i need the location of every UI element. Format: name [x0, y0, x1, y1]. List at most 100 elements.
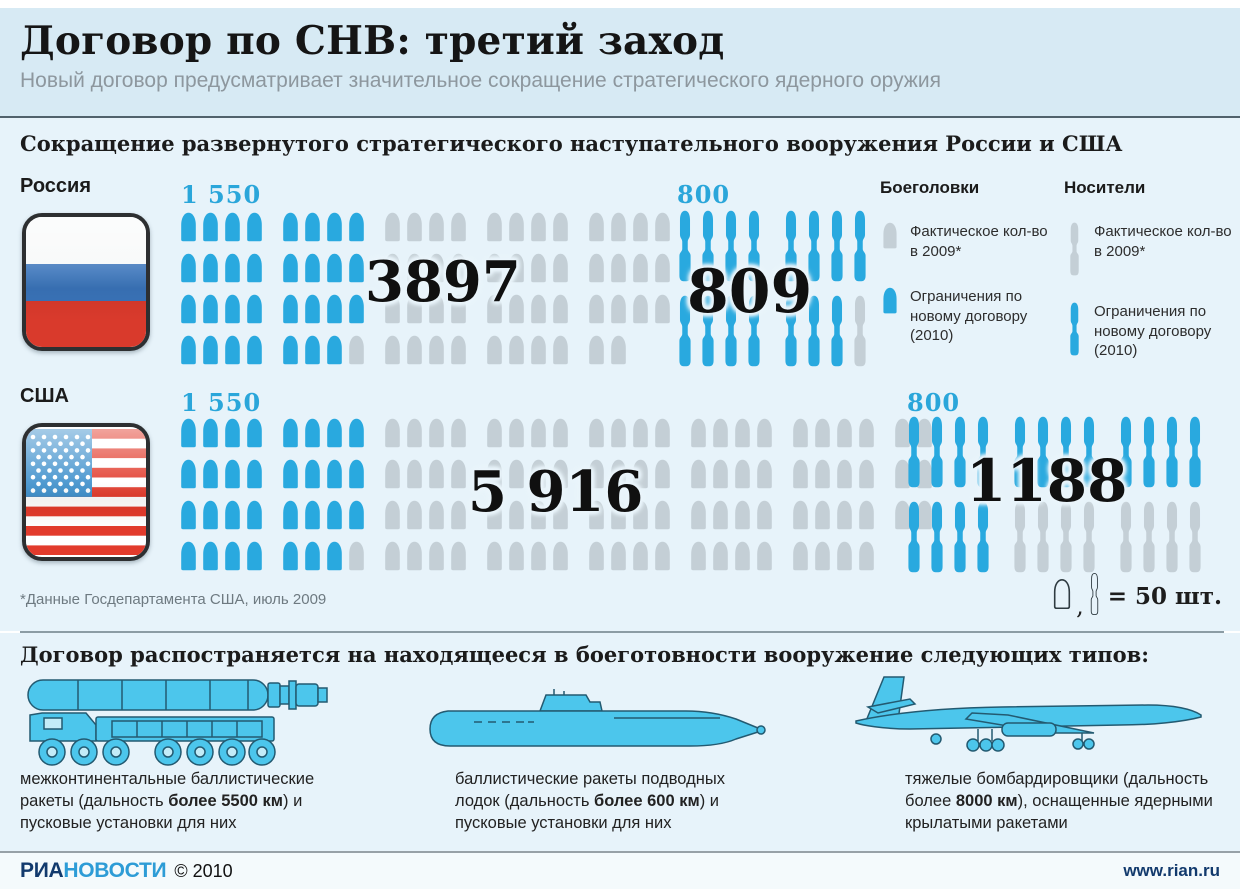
warhead-icon: [407, 335, 422, 365]
pictogram-row: [180, 418, 933, 448]
missile-icon: [1143, 416, 1155, 488]
warhead-icon: [385, 459, 400, 489]
warhead-icon: [883, 222, 897, 249]
caption-icbm: межконтинентальные баллистические ракеты…: [20, 770, 315, 832]
weapon-types-section: Договор распостраняется на находящееся в…: [0, 633, 1240, 851]
legend-carriers-column: Носители Фактическое кол-во в 2009* Огра…: [1064, 178, 1236, 361]
pictogram-row: [180, 335, 671, 365]
pictogram-row: [677, 295, 868, 367]
warhead-icon: [655, 418, 670, 448]
warhead-icon: [487, 212, 502, 242]
warhead-icon: [429, 459, 444, 489]
warhead-icon: [655, 212, 670, 242]
warhead-icon: [509, 459, 524, 489]
warhead-icon: [509, 212, 524, 242]
pictogram-row: [180, 253, 671, 283]
scale-note-comma: ,: [1076, 592, 1084, 620]
missile-icon: [808, 295, 820, 367]
warhead-icon: [327, 335, 342, 365]
missile-icon: [748, 295, 760, 367]
warhead-icon: [895, 418, 910, 448]
warhead-icon: [385, 212, 400, 242]
warhead-icon: [655, 459, 670, 489]
warhead-icon: [655, 253, 670, 283]
usa-carriers-actual-value: 1188: [966, 447, 1128, 515]
warhead-icon: [203, 418, 218, 448]
missile-icon: [725, 295, 737, 367]
missile-icon: [931, 416, 943, 488]
warhead-icon: [655, 294, 670, 324]
warhead-icon: [611, 541, 626, 571]
warhead-icon: [181, 335, 196, 365]
missile-icon: [1064, 222, 1084, 276]
warhead-icon: [589, 335, 604, 365]
warhead-icon: [407, 500, 422, 530]
caption-slbm: баллистические ракеты подводных лодок (д…: [455, 770, 725, 832]
warhead-icon: [283, 335, 298, 365]
missile-icon: [1083, 501, 1095, 573]
warhead-icon: [181, 541, 196, 571]
warhead-icon: [487, 541, 502, 571]
icon-scale-note: , = 50 шт.: [1053, 572, 1222, 620]
warhead-icon: [305, 418, 320, 448]
warhead-icon: [793, 459, 808, 489]
warhead-icon: [203, 253, 218, 283]
warhead-icon: [815, 500, 830, 530]
missile-icon: [1189, 501, 1201, 573]
warhead-icon: [225, 253, 240, 283]
missile-icon: [831, 210, 843, 282]
missile-icon: [977, 416, 989, 488]
warhead-icon: [611, 253, 626, 283]
missile-icon: [702, 295, 714, 367]
warhead-icon: [691, 541, 706, 571]
warhead-icon: [247, 418, 262, 448]
warhead-icon: [429, 212, 444, 242]
warhead-icon: [735, 500, 750, 530]
warhead-icon: [611, 212, 626, 242]
reduction-chart-section: Сокращение развернутого стратегического …: [0, 118, 1240, 631]
warhead-icon: [793, 418, 808, 448]
warhead-icon: [247, 294, 262, 324]
warhead-icon: [837, 459, 852, 489]
warhead-icon: [553, 335, 568, 365]
warhead-icon: [713, 418, 728, 448]
missile-icon: [954, 501, 966, 573]
warhead-icon: [757, 541, 772, 571]
warhead-icon: [305, 294, 320, 324]
warhead-icon: [429, 335, 444, 365]
warhead-icon: [407, 459, 422, 489]
heavy-bomber-icon: [852, 673, 1204, 759]
warhead-icon: [531, 294, 546, 324]
warhead-icon: [917, 418, 932, 448]
warhead-icon: [429, 418, 444, 448]
country-label-usa: США: [20, 385, 69, 407]
warhead-icon: [407, 212, 422, 242]
warhead-icon: [735, 541, 750, 571]
missile-icon: [748, 210, 760, 282]
website-link[interactable]: www.rian.ru: [1123, 861, 1220, 880]
russia-flag: [22, 213, 150, 351]
warhead-icon: [509, 541, 524, 571]
missile-icon: [854, 295, 866, 367]
warhead-icon: [487, 294, 502, 324]
warhead-icon: [880, 222, 900, 249]
warhead-icon: [327, 459, 342, 489]
missile-icon: [1014, 501, 1026, 573]
warhead-icon: [531, 459, 546, 489]
russia-warheads-pictogram: 3897: [180, 212, 671, 365]
warhead-icon: [611, 418, 626, 448]
warhead-icon: [531, 253, 546, 283]
warhead-icon: [1053, 578, 1071, 610]
legend-warheads-actual-label: Фактическое кол-во в 2009*: [910, 223, 1048, 260]
warhead-icon: [327, 541, 342, 571]
warhead-icon: [283, 418, 298, 448]
missile-icon: [679, 295, 691, 367]
missile-outline-icon: [1089, 572, 1100, 620]
missile-icon: [854, 210, 866, 282]
warhead-icon: [203, 294, 218, 324]
warhead-icon: [611, 335, 626, 365]
warhead-icon: [247, 500, 262, 530]
warhead-icon: [247, 212, 262, 242]
source-footnote: *Данные Госдепартамента США, июль 2009: [20, 591, 327, 608]
warhead-icon: [531, 541, 546, 571]
